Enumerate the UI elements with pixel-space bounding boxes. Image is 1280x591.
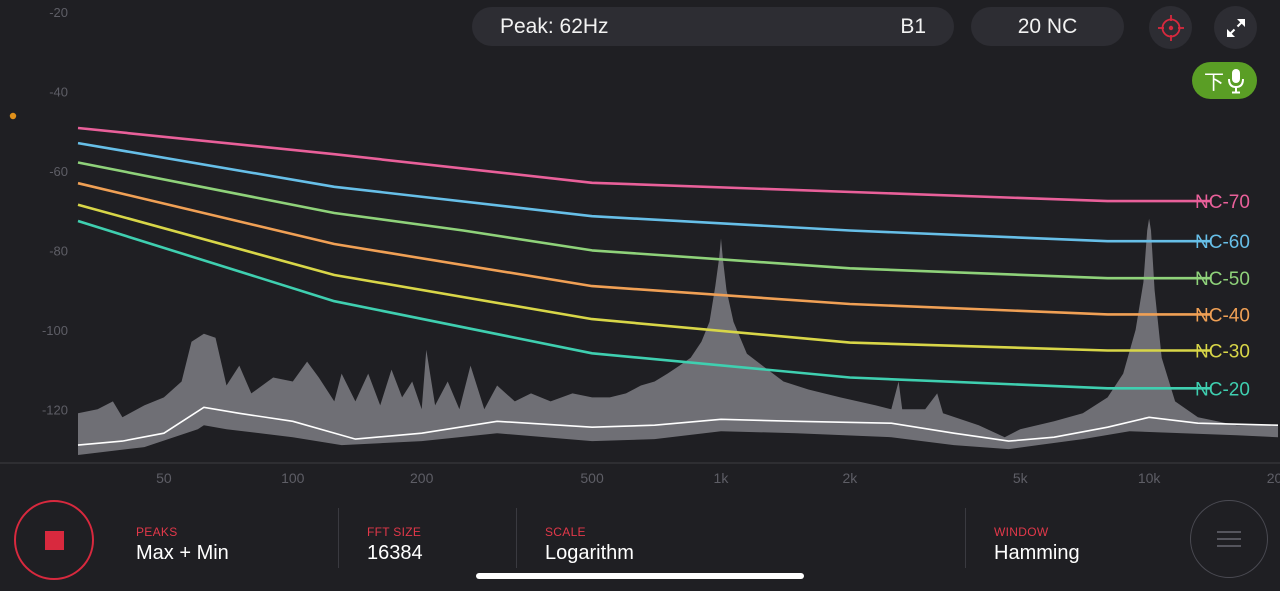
nc-rating-readout[interactable]: 20 NC — [971, 7, 1124, 46]
stop-button[interactable] — [14, 500, 94, 580]
x-tick-label: 50 — [156, 470, 172, 486]
spectrum-envelope — [78, 218, 1278, 455]
nc-curve — [77, 181, 1212, 316]
peak-note-label: B1 — [900, 14, 926, 38]
y-tick-label: -100 — [42, 323, 68, 338]
x-tick-label: 2k — [842, 470, 858, 486]
nc-curve-label: NC-30 — [1195, 342, 1250, 363]
menu-icon — [1217, 531, 1241, 547]
microphone-icon — [1228, 68, 1244, 93]
nc-curve-label: NC-40 — [1195, 305, 1250, 326]
expand-icon — [1226, 18, 1245, 37]
voice-input-char: 下 — [1204, 72, 1224, 94]
nc-curve — [77, 219, 1212, 390]
y-tick-label: -40 — [49, 84, 68, 99]
scale-label: SCALE — [545, 525, 586, 539]
x-tick-label: 200 — [410, 470, 434, 486]
x-tick-label: 20k — [1267, 470, 1280, 486]
window-label: WINDOW — [994, 525, 1049, 539]
window-value: Hamming — [994, 542, 1080, 564]
y-tick-label: -20 — [49, 5, 68, 20]
scale-value: Logarithm — [545, 542, 634, 564]
peak-frequency-label: Peak: 62Hz — [500, 14, 609, 38]
y-tick-label: -80 — [49, 243, 68, 258]
nc-rating-label: 20 NC — [1017, 14, 1078, 38]
menu-button[interactable] — [1190, 500, 1268, 578]
nc-curve — [77, 203, 1212, 352]
nc-curve-label: NC-70 — [1195, 192, 1250, 213]
peaks-label: PEAKS — [136, 525, 178, 539]
spectrum-average-line — [77, 406, 1279, 446]
nc-curve-label: NC-50 — [1195, 269, 1250, 290]
nc-curve — [77, 126, 1212, 203]
nc-curve-label: NC-60 — [1195, 232, 1250, 253]
nc-curve-label: NC-20 — [1195, 379, 1250, 400]
nc-curve — [77, 141, 1212, 243]
level-indicator-dot — [9, 112, 17, 120]
x-tick-label: 10k — [1138, 470, 1162, 486]
crosshair-icon — [1157, 14, 1184, 41]
peaks-value: Max + Min — [136, 542, 229, 564]
y-tick-label: -120 — [42, 402, 68, 417]
x-tick-label: 5k — [1013, 470, 1029, 486]
fft-size-setting[interactable]: FFT SIZE 16384 — [338, 508, 517, 568]
crosshair-button[interactable] — [1149, 6, 1192, 49]
home-indicator — [476, 573, 804, 579]
spectrum-chart: -20 -40 -60 -80 -100 -120 NC-70 NC-60 NC-50 NC-40… — [0, 5, 1280, 486]
x-tick-label: 1k — [714, 470, 730, 486]
peak-readout[interactable]: Peak: 62Hz B1 — [472, 7, 954, 46]
voice-input-button[interactable]: 下 — [1192, 62, 1257, 99]
x-tick-label: 100 — [281, 470, 305, 486]
x-tick-label: 500 — [580, 470, 604, 486]
fft-size-value: 16384 — [367, 542, 423, 564]
stop-icon — [44, 530, 64, 550]
fft-size-label: FFT SIZE — [367, 525, 422, 539]
scale-setting[interactable]: SCALE Logarithm — [516, 508, 965, 568]
expand-button[interactable] — [1214, 6, 1257, 49]
peaks-setting[interactable]: PEAKS Max + Min — [108, 508, 366, 568]
y-tick-label: -60 — [49, 164, 68, 179]
settings-bar: PEAKS Max + Min FFT SIZE 16384 SCALE Log… — [0, 500, 1280, 591]
nc-curve — [77, 161, 1212, 280]
window-setting[interactable]: WINDOW Hamming — [965, 508, 1184, 568]
